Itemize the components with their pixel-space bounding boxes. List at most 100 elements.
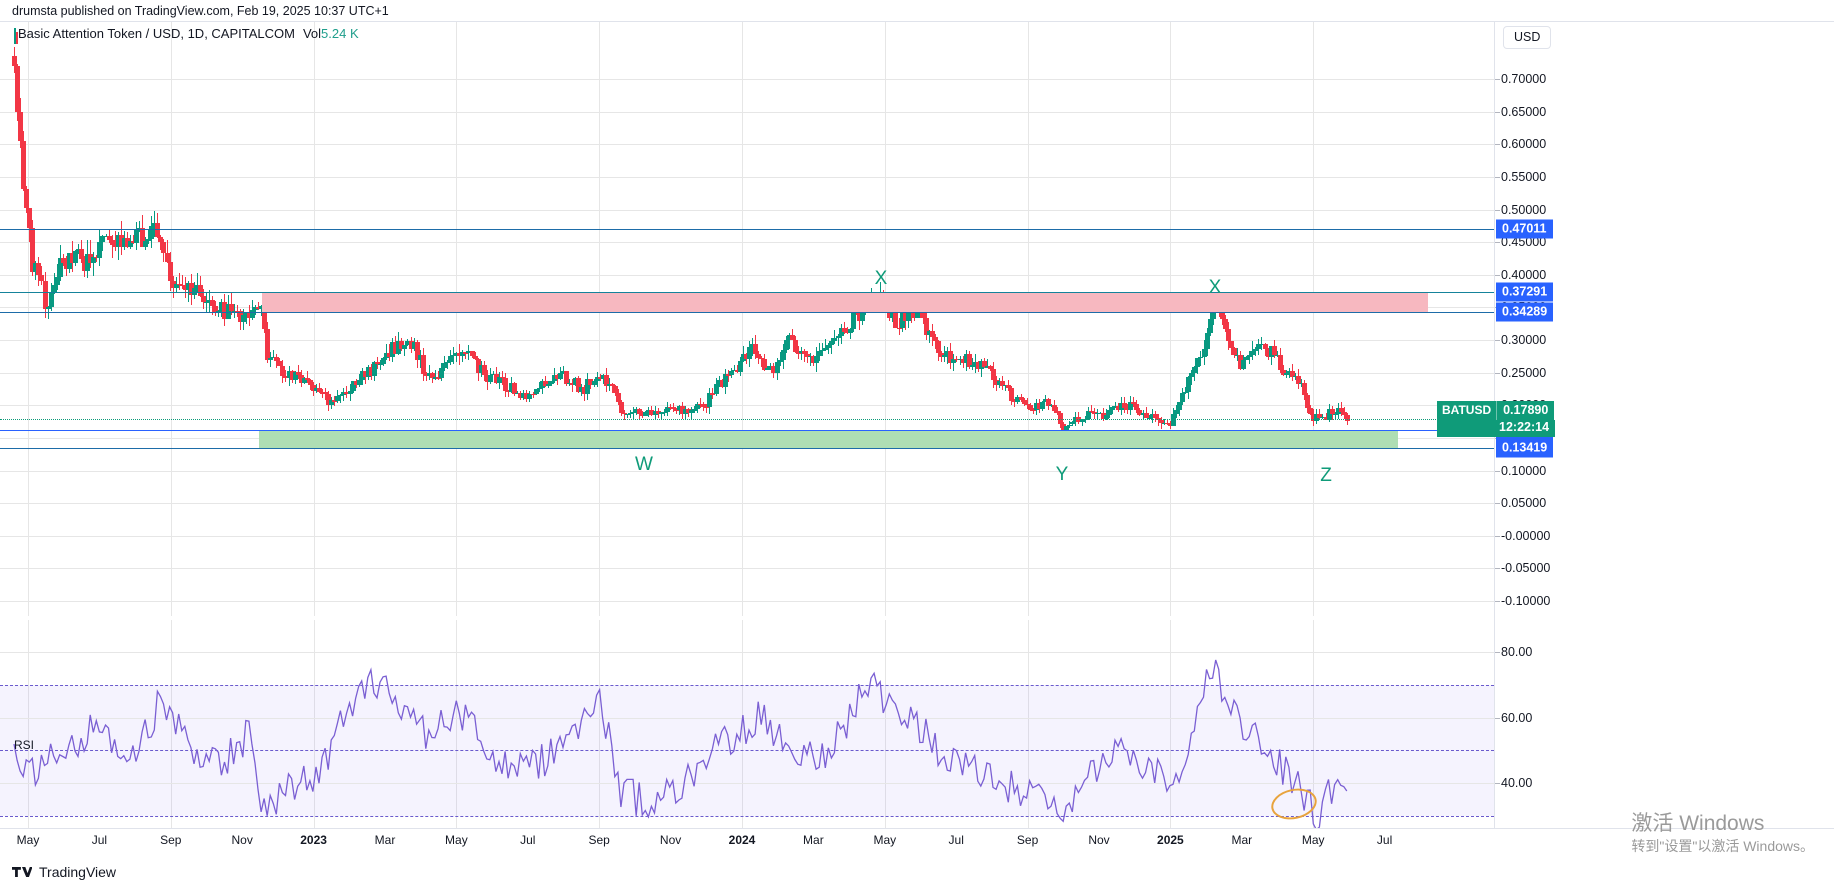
rsi-line-series	[13, 659, 1348, 828]
time-axis-tick: Nov	[659, 833, 682, 847]
gridline-vertical	[456, 620, 458, 828]
legend-volume-label: Vol	[302, 26, 322, 41]
price-level-chip-034289[interactable]: 0.34289	[1496, 302, 1554, 322]
rsi-level-line-70	[0, 684, 1494, 686]
support-zone-box[interactable]	[259, 429, 1398, 449]
price-scale-axis[interactable]: USD 0.70000 0.65000 0.60000 0.55000 0.50000 0…	[1437, 22, 1834, 828]
price-chart-pane[interactable]: X W X Y Z	[0, 22, 1494, 616]
last-price-dotted-line	[0, 419, 1494, 421]
price-axis-tick: 0.60000	[1495, 137, 1546, 151]
price-level-chip-047011[interactable]: 0.47011	[1496, 219, 1553, 239]
time-axis-tick: Nov	[231, 833, 253, 847]
price-axis-tick: 0.50000	[1495, 203, 1546, 217]
time-axis-tick: 2025	[1157, 833, 1184, 847]
rsi-gridline-60	[0, 717, 1494, 719]
gridline-horizontal	[0, 144, 1494, 146]
gridline-horizontal	[0, 111, 1494, 113]
gridline-vertical	[599, 22, 601, 616]
gridline-vertical	[742, 22, 743, 616]
price-axis-tick: 0.65000	[1495, 105, 1546, 119]
price-axis-tick: 0.45000	[1495, 235, 1546, 249]
legend-volume-value: 5.24 K	[321, 26, 359, 41]
gridline-horizontal	[0, 274, 1494, 276]
chart-marker-y-3[interactable]: Y	[1055, 464, 1069, 485]
gridline-horizontal	[0, 503, 1494, 505]
time-axis-tick: May	[445, 833, 468, 847]
gridline-horizontal	[0, 535, 1494, 537]
legend-symbol-text: Basic Attention Token / USD, 1D, CAPITAL…	[18, 26, 295, 41]
price-axis-tick: 0.05000	[1495, 496, 1546, 510]
price-axis-tick: 0.25000	[1495, 366, 1546, 380]
chart-marker-w-1[interactable]: W	[635, 454, 653, 475]
gridline-horizontal	[0, 372, 1494, 374]
time-axis-tick: Jul	[91, 833, 108, 847]
time-axis-tick: Jul	[520, 833, 536, 847]
time-axis-tick: Sep	[1016, 833, 1039, 847]
price-axis-tick: -0.10000	[1495, 594, 1550, 608]
publish-info-text: drumsta published on TradingView.com, Fe…	[12, 3, 389, 18]
rsi-level-line-50	[0, 750, 1494, 752]
level-line-034289[interactable]	[0, 312, 1494, 313]
gridline-vertical	[1170, 620, 1172, 828]
gridline-vertical	[1027, 620, 1029, 828]
publish-info-bar: drumsta published on TradingView.com, Fe…	[0, 0, 1834, 22]
time-axis-tick: Mar	[374, 833, 396, 847]
gridline-vertical	[1170, 22, 1172, 616]
rsi-title-label: RSI	[14, 738, 35, 752]
gridline-horizontal	[0, 601, 1494, 602]
gridline-vertical	[28, 620, 29, 828]
chart-marker-x-0[interactable]: X	[874, 268, 888, 289]
price-axis-tick: 0.40000	[1495, 268, 1546, 282]
time-axis-tick: May	[16, 833, 40, 847]
time-axis-tick: Mar	[1231, 833, 1253, 847]
level-line-teal-upper[interactable]	[0, 292, 1494, 294]
rsi-level-line-30	[0, 815, 1494, 817]
gridline-horizontal	[0, 568, 1494, 570]
rsi-gridline-80	[0, 652, 1494, 653]
price-level-chip-013419[interactable]: 0.13419	[1496, 438, 1554, 458]
rsi-axis-tick: 40.00	[1495, 776, 1532, 790]
time-axis-tick: May	[1301, 833, 1325, 847]
tradingview-mark-icon	[12, 867, 32, 877]
price-axis-tick: 0.70000	[1495, 72, 1546, 86]
gridline-vertical	[313, 620, 315, 828]
rsi-axis-tick: 80.00	[1495, 645, 1532, 659]
rsi-axis-tick: 60.00	[1495, 711, 1532, 725]
rsi-indicator-pane[interactable]	[0, 620, 1494, 828]
gridline-horizontal	[0, 340, 1494, 341]
time-axis-tick: Sep	[588, 833, 610, 847]
level-line-013419[interactable]	[0, 448, 1494, 450]
gridline-horizontal	[0, 242, 1494, 244]
level-line-016278[interactable]	[0, 429, 1494, 431]
last-price-badge[interactable]: BATUSD 0.17890 12:22:14	[1437, 401, 1556, 437]
gridline-vertical	[1027, 22, 1029, 616]
price-axis-tick: -0.00000	[1495, 529, 1550, 543]
chart-legend[interactable]: Basic Attention Token / USD, 1D, CAPITAL…	[18, 26, 359, 41]
gridline-horizontal	[0, 79, 1494, 80]
level-line-047011[interactable]	[0, 229, 1494, 230]
price-axis-tick: -0.05000	[1495, 561, 1550, 575]
price-level-chip-037291[interactable]: 0.37291	[1496, 282, 1554, 302]
gridline-vertical	[28, 22, 29, 616]
time-axis-tick: Jul	[948, 833, 964, 847]
chart-marker-z-4[interactable]: Z	[1320, 465, 1332, 486]
resistance-zone-box[interactable]	[262, 292, 1428, 312]
price-axis-tick: 0.55000	[1495, 170, 1546, 184]
tradingview-logo[interactable]: TradingView	[12, 864, 116, 880]
time-axis-tick: 2024	[728, 833, 756, 847]
chart-marker-x-2[interactable]: X	[1208, 277, 1222, 298]
tradingview-wordmark: TradingView	[39, 864, 117, 880]
gridline-vertical	[599, 620, 601, 828]
gridline-vertical	[1313, 22, 1315, 616]
currency-chip[interactable]: USD	[1503, 26, 1552, 49]
last-price-countdown: 12:22:14	[1437, 420, 1556, 437]
gridline-vertical	[884, 620, 886, 828]
time-axis-tick: Mar	[803, 833, 824, 847]
time-axis-tick: Sep	[160, 833, 182, 847]
time-scale-axis[interactable]: May Jul Sep Nov 2023 Mar May Jul Sep Nov 2024 Mar Ma…	[0, 828, 1834, 856]
time-axis-tick: Nov	[1088, 833, 1110, 847]
gridline-vertical	[1313, 620, 1315, 828]
price-axis-tick: 0.30000	[1495, 333, 1546, 347]
last-price-symbol: BATUSD	[1437, 401, 1497, 420]
legend-bar-icon	[14, 28, 18, 44]
